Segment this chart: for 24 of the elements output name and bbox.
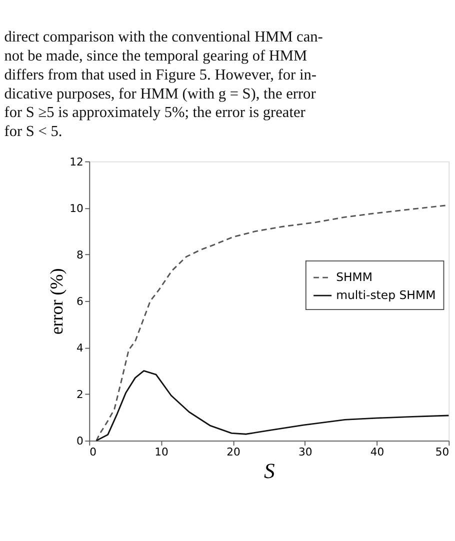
text: for S < 5. xyxy=(4,123,62,140)
text: dicative purposes, for HMM (with g = S), the error xyxy=(4,85,316,102)
line-series xyxy=(96,370,450,442)
x-tick-label: 10 xyxy=(154,446,169,459)
y-tick-label: 4 xyxy=(76,342,84,355)
legend-label: multi-step SHMM xyxy=(336,288,436,302)
text: for S ≥5 is approximately 5%; the error is greater xyxy=(4,104,306,122)
y-tick-label: 2 xyxy=(76,388,84,402)
y-tick-label: 12 xyxy=(70,155,84,168)
legend-label: SHMM xyxy=(336,270,373,284)
x-tick-label: 50 xyxy=(435,446,450,459)
y-tick-label: 0 xyxy=(76,434,84,448)
text: differs from that used in Figure 5. However, for in- xyxy=(4,66,316,84)
x-tick-label: 0 xyxy=(90,446,97,459)
x-tick-label: 20 xyxy=(226,446,240,459)
y-axis-title: error (%) xyxy=(46,268,66,335)
text: not be made, since the temporal gearing of HMM xyxy=(4,47,308,64)
x-tick-label: 40 xyxy=(370,446,384,459)
y-tick-label: 8 xyxy=(76,248,84,262)
x-axis-title: S xyxy=(264,459,275,484)
y-tick-label: 6 xyxy=(76,295,84,308)
text: direct comparison with the conventional HMM can- xyxy=(4,28,323,46)
x-tick-label: 30 xyxy=(298,446,312,459)
y-tick-label: 10 xyxy=(70,202,84,215)
